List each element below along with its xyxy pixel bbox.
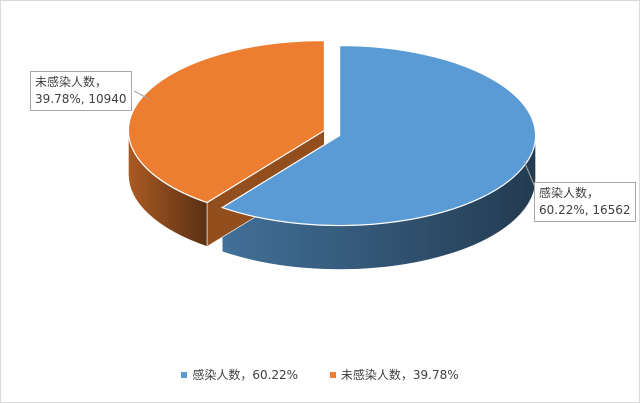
legend-item-infected: 感染人数，60.22% bbox=[181, 366, 298, 383]
pie-slice-1 bbox=[127, 39, 326, 204]
legend-item-uninfected: 未感染人数，39.78% bbox=[329, 366, 459, 383]
legend-swatch-uninfected bbox=[329, 371, 336, 378]
legend-label-uninfected: 未感染人数，39.78% bbox=[340, 368, 459, 382]
legend: 感染人数，60.22% 未感染人数，39.78% bbox=[1, 366, 639, 383]
leader-line-0 bbox=[523, 160, 536, 188]
legend-label-infected: 感染人数，60.22% bbox=[192, 368, 299, 382]
data-label-infected-name: 感染人数， bbox=[539, 186, 600, 200]
data-label-infected: 感染人数， 60.22%, 16562 bbox=[534, 182, 636, 222]
legend-swatch-infected bbox=[181, 371, 188, 378]
leader-line-1 bbox=[133, 90, 150, 100]
data-label-uninfected: 未感染人数， 39.78%, 10940 bbox=[30, 71, 132, 111]
data-label-uninfected-values: 39.78%, 10940 bbox=[35, 92, 127, 106]
data-label-uninfected-name: 未感染人数， bbox=[35, 75, 108, 89]
data-label-infected-values: 60.22%, 16562 bbox=[539, 203, 631, 217]
